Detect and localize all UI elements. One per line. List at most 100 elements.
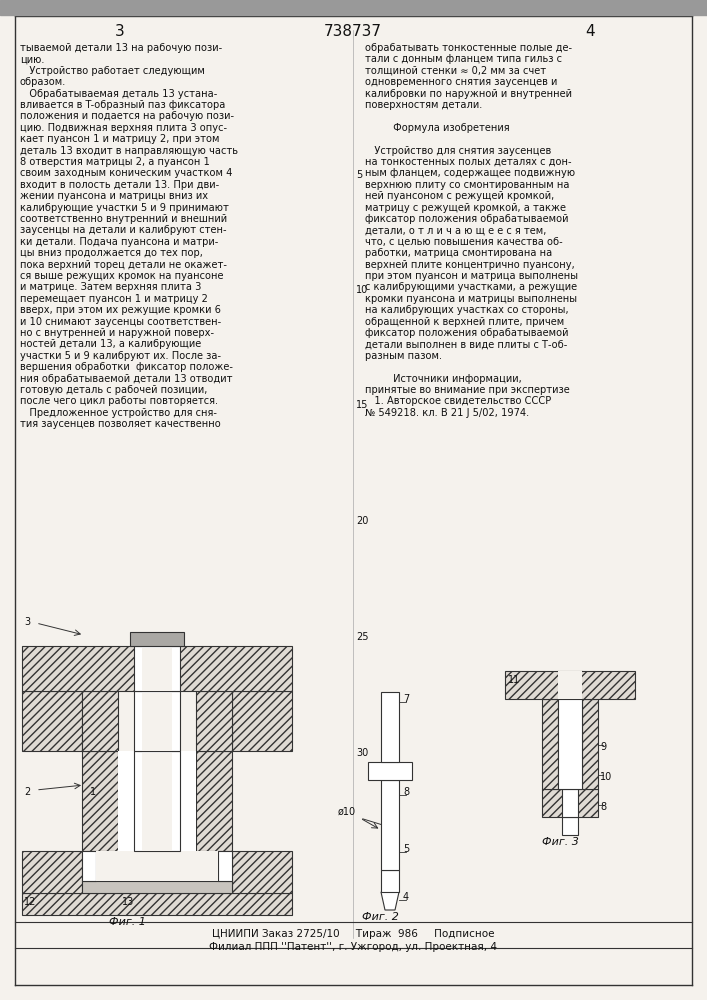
Text: 10: 10 <box>600 772 612 782</box>
Text: перемещает пуансон 1 и матрицу 2: перемещает пуансон 1 и матрицу 2 <box>20 294 208 304</box>
Text: 15: 15 <box>356 400 368 410</box>
Bar <box>142 648 172 691</box>
Text: № 549218. кл. В 21 J 5/02, 1974.: № 549218. кл. В 21 J 5/02, 1974. <box>365 408 530 418</box>
Text: фиксатор положения обрабатываемой: фиксатор положения обрабатываемой <box>365 328 568 338</box>
Text: после чего цикл работы повторяется.: после чего цикл работы повторяется. <box>20 396 218 406</box>
Text: 8: 8 <box>403 787 409 797</box>
Bar <box>232 851 292 893</box>
Text: Предложенное устройство для сня-: Предложенное устройство для сня- <box>20 408 217 418</box>
Text: ния обрабатываемой детали 13 отводит: ния обрабатываемой детали 13 отводит <box>20 374 233 384</box>
Text: 11: 11 <box>508 675 520 685</box>
Text: цию.: цию. <box>20 54 45 64</box>
Text: Обрабатываемая деталь 13 устана-: Обрабатываемая деталь 13 устана- <box>20 89 217 99</box>
Text: детали выполнен в виде плиты с Т-об-: детали выполнен в виде плиты с Т-об- <box>365 339 568 349</box>
Text: калибрующие участки 5 и 9 принимают: калибрующие участки 5 и 9 принимают <box>20 203 229 213</box>
Text: Филиал ППП ''Патент'', г. Ужгород, ул. Проектная, 4: Филиал ППП ''Патент'', г. Ужгород, ул. П… <box>209 942 497 952</box>
Bar <box>134 691 180 751</box>
Text: входит в полость детали 13. При дви-: входит в полость детали 13. При дви- <box>20 180 219 190</box>
Text: 3: 3 <box>115 24 125 39</box>
Text: Фиг. 3: Фиг. 3 <box>542 837 578 847</box>
Text: 25: 25 <box>356 632 368 642</box>
Text: пока верхний торец детали не окажет-: пока верхний торец детали не окажет- <box>20 260 227 270</box>
Text: тываемой детали 13 на рабочую пози-: тываемой детали 13 на рабочую пози- <box>20 43 222 53</box>
Text: 1: 1 <box>90 787 96 797</box>
Bar <box>542 789 598 817</box>
Text: на тонкостенных полых деталях с дон-: на тонкостенных полых деталях с дон- <box>365 157 572 167</box>
Text: жении пуансона и матрицы вниз их: жении пуансона и матрицы вниз их <box>20 191 208 201</box>
Bar <box>82 881 232 893</box>
Text: 9: 9 <box>600 742 606 752</box>
Bar <box>142 753 172 851</box>
Text: ся выше режущих кромок на пуансоне: ся выше режущих кромок на пуансоне <box>20 271 223 281</box>
Text: вливается в T-образный паз фиксатора: вливается в T-образный паз фиксатора <box>20 100 226 110</box>
Text: 1. Авторское свидетельство СССР: 1. Авторское свидетельство СССР <box>365 396 551 406</box>
Text: 2: 2 <box>24 787 30 797</box>
Bar <box>582 699 598 789</box>
Bar <box>232 691 292 751</box>
Text: 738737: 738737 <box>324 24 382 39</box>
Text: на калибрующих участках со стороны,: на калибрующих участках со стороны, <box>365 305 568 315</box>
Text: Устройство работает следующим: Устройство работает следующим <box>20 66 205 76</box>
Text: Формула изобретения: Формула изобретения <box>365 123 510 133</box>
Text: 5: 5 <box>356 170 362 180</box>
Text: с калибрующими участками, а режущие: с калибрующими участками, а режущие <box>365 282 577 292</box>
Text: но с внутренней и наружной поверх-: но с внутренней и наружной поверх- <box>20 328 214 338</box>
Text: калибровки по наружной и внутренней: калибровки по наружной и внутренней <box>365 89 572 99</box>
Text: и матрице. Затем верхняя плита 3: и матрице. Затем верхняя плита 3 <box>20 282 201 292</box>
Bar <box>196 691 232 751</box>
Bar <box>196 751 232 851</box>
Text: что, с целью повышения качества об-: что, с целью повышения качества об- <box>365 237 563 247</box>
Text: вверх, при этом их режущие кромки 6: вверх, при этом их режущие кромки 6 <box>20 305 221 315</box>
Text: верхнюю плиту со смонтированным на: верхнюю плиту со смонтированным на <box>365 180 570 190</box>
Bar <box>22 851 82 893</box>
Bar <box>22 691 82 751</box>
Bar <box>558 699 582 789</box>
Bar <box>82 751 118 851</box>
Polygon shape <box>381 892 399 910</box>
Text: 8: 8 <box>600 802 606 812</box>
Text: 4: 4 <box>585 24 595 39</box>
Bar <box>134 646 180 691</box>
Text: матрицу с режущей кромкой, а также: матрицу с режущей кромкой, а также <box>365 203 566 213</box>
Text: кромки пуансона и матрицы выполнены: кромки пуансона и матрицы выполнены <box>365 294 577 304</box>
Bar <box>381 692 399 762</box>
Text: готовую деталь с рабочей позиции,: готовую деталь с рабочей позиции, <box>20 385 207 395</box>
Bar <box>558 671 582 699</box>
Text: Фиг. 2: Фиг. 2 <box>361 912 399 922</box>
Bar <box>82 851 96 881</box>
Text: деталь 13 входит в направляющую часть: деталь 13 входит в направляющую часть <box>20 146 238 156</box>
Text: Источники информации,: Источники информации, <box>365 374 522 384</box>
Text: цы вниз продолжается до тех пор,: цы вниз продолжается до тех пор, <box>20 248 203 258</box>
Bar <box>118 751 196 851</box>
Bar <box>562 817 578 835</box>
Text: положения и подается на рабочую пози-: положения и подается на рабочую пози- <box>20 111 234 121</box>
Bar <box>22 646 292 691</box>
Text: 12: 12 <box>24 897 36 907</box>
Text: разным пазом.: разным пазом. <box>365 351 442 361</box>
Text: ки детали. Подача пуансона и матри-: ки детали. Подача пуансона и матри- <box>20 237 218 247</box>
Text: ней пуансоном с режущей кромкой,: ней пуансоном с режущей кромкой, <box>365 191 554 201</box>
Bar <box>142 693 172 751</box>
Bar <box>562 789 578 817</box>
Text: обрабатывать тонкостенные полые де-: обрабатывать тонкостенные полые де- <box>365 43 572 53</box>
Text: 7: 7 <box>403 694 409 704</box>
Text: 10: 10 <box>356 285 368 295</box>
Bar <box>82 691 118 751</box>
Text: цию. Подвижная верхняя плита 3 опус-: цию. Подвижная верхняя плита 3 опус- <box>20 123 227 133</box>
Text: заусенцы на детали и калибруют стен-: заусенцы на детали и калибруют стен- <box>20 225 227 235</box>
Text: 20: 20 <box>356 516 368 526</box>
Text: 4: 4 <box>403 892 409 902</box>
Text: 8 отверстия матрицы 2, а пуансон 1: 8 отверстия матрицы 2, а пуансон 1 <box>20 157 210 167</box>
Bar <box>368 762 412 780</box>
Text: одновременного снятия заусенцев и: одновременного снятия заусенцев и <box>365 77 557 87</box>
Text: ЦНИИПИ Заказ 2725/10     Тираж  986     Подписное: ЦНИИПИ Заказ 2725/10 Тираж 986 Подписное <box>212 929 494 939</box>
Bar <box>0 0 707 15</box>
Text: верхней плите концентрично пуансону,: верхней плите концентрично пуансону, <box>365 260 575 270</box>
Text: 30: 30 <box>356 748 368 758</box>
Text: вершения обработки  фиксатор положе-: вершения обработки фиксатор положе- <box>20 362 233 372</box>
Text: 5: 5 <box>403 844 409 854</box>
Text: 3: 3 <box>24 617 30 627</box>
Text: соответственно внутренний и внешний: соответственно внутренний и внешний <box>20 214 227 224</box>
Text: ным фланцем, содержащее подвижную: ным фланцем, содержащее подвижную <box>365 168 575 178</box>
Text: детали, о т л и ч а ю щ е е с я тем,: детали, о т л и ч а ю щ е е с я тем, <box>365 225 547 235</box>
